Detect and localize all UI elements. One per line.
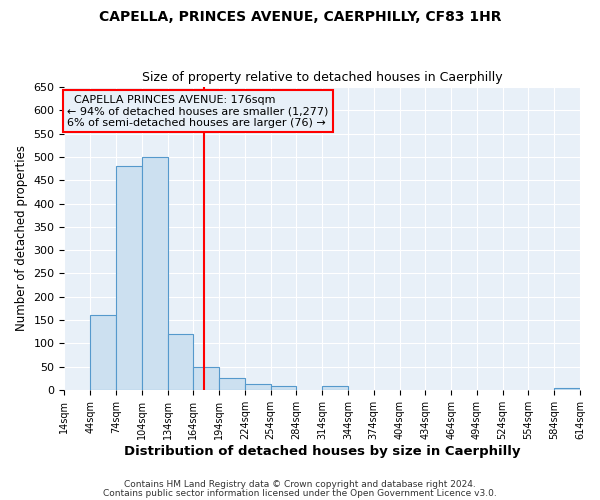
Bar bbox=[271, 386, 296, 390]
Text: CAPELLA, PRINCES AVENUE, CAERPHILLY, CF83 1HR: CAPELLA, PRINCES AVENUE, CAERPHILLY, CF8… bbox=[99, 10, 501, 24]
Bar bbox=[322, 386, 348, 390]
Text: Contains HM Land Registry data © Crown copyright and database right 2024.: Contains HM Land Registry data © Crown c… bbox=[124, 480, 476, 489]
Title: Size of property relative to detached houses in Caerphilly: Size of property relative to detached ho… bbox=[142, 72, 503, 85]
Bar bbox=[142, 157, 167, 390]
Bar bbox=[167, 334, 193, 390]
Text: CAPELLA PRINCES AVENUE: 176sqm
← 94% of detached houses are smaller (1,277)
6% o: CAPELLA PRINCES AVENUE: 176sqm ← 94% of … bbox=[67, 94, 328, 128]
Bar bbox=[554, 388, 580, 390]
Y-axis label: Number of detached properties: Number of detached properties bbox=[15, 146, 28, 332]
X-axis label: Distribution of detached houses by size in Caerphilly: Distribution of detached houses by size … bbox=[124, 444, 520, 458]
Text: Contains public sector information licensed under the Open Government Licence v3: Contains public sector information licen… bbox=[103, 490, 497, 498]
Bar bbox=[245, 384, 271, 390]
Bar bbox=[219, 378, 245, 390]
Bar bbox=[193, 366, 219, 390]
Bar bbox=[90, 316, 116, 390]
Bar bbox=[116, 166, 142, 390]
